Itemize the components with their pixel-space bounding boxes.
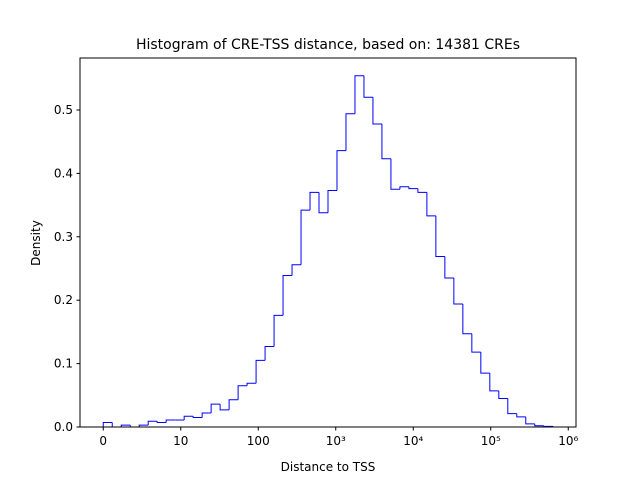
histogram-bin: [228, 399, 239, 410]
histogram-bin: [516, 413, 526, 418]
histogram-bin: [534, 423, 544, 427]
histogram-bin: [498, 390, 508, 399]
histogram-bin: [192, 416, 203, 418]
y-tick-label: 0.1: [54, 357, 73, 371]
x-axis-label: Distance to TSS: [281, 460, 376, 474]
y-tick-label: 0.3: [54, 230, 73, 244]
y-tick-label: 0.2: [54, 293, 73, 307]
histogram-bin: [453, 278, 463, 305]
histogram-bin: [237, 385, 248, 400]
y-tick-label: 0.4: [54, 166, 73, 180]
x-tick-label: 100: [247, 434, 270, 448]
histogram-bin: [417, 188, 427, 193]
histogram-bin: [372, 97, 382, 125]
histogram-bin: [327, 190, 337, 213]
histogram-bin: [282, 274, 293, 316]
histogram-bin: [525, 416, 535, 425]
histogram-bin: [399, 186, 409, 190]
histogram-bin: [255, 359, 266, 384]
histogram-bin: [354, 75, 364, 114]
histogram-bin: [147, 420, 158, 426]
histogram-bin: [138, 424, 149, 427]
histogram-bin: [156, 421, 167, 424]
y-axis-label: Density: [29, 220, 43, 266]
histogram-bin: [210, 403, 221, 414]
x-tick-label: 10⁵: [481, 434, 501, 448]
histogram-bin: [300, 209, 311, 265]
histogram-bin: [390, 158, 400, 190]
histogram-bin: [309, 191, 320, 211]
histogram-bin: [408, 186, 418, 190]
histogram-bin: [273, 314, 284, 347]
x-tick-label: 10³: [326, 434, 346, 448]
histogram-bin: [489, 373, 499, 392]
histogram-bin: [507, 398, 517, 415]
chart-title: Histogram of CRE-TSS distance, based on:…: [136, 37, 520, 53]
histogram-bin: [471, 333, 481, 353]
axes-frame: [79, 57, 577, 428]
x-tick-label: 10⁶: [558, 434, 578, 448]
histogram-bin: [381, 123, 391, 160]
x-tick-label: 10: [173, 434, 188, 448]
x-tick-label: 10⁴: [403, 434, 423, 448]
histogram-bin: [102, 422, 113, 427]
histogram-bin: [480, 352, 490, 374]
histogram-bin: [345, 113, 355, 151]
histogram-bin: [435, 215, 445, 257]
histogram-bin: [183, 415, 194, 421]
histogram-bin: [219, 404, 230, 411]
histogram-bin: [336, 150, 346, 191]
histogram-bin: [165, 419, 176, 423]
plot-area: [102, 75, 554, 428]
histogram-bin: [120, 424, 131, 427]
histogram-bin: [318, 192, 328, 214]
histogram-bin: [363, 75, 373, 98]
histogram-bin: [291, 264, 302, 276]
y-tick-label: 0.0: [54, 420, 73, 434]
histogram-bin: [462, 304, 472, 335]
x-tick-label: 0: [99, 434, 107, 448]
histogram-bin: [246, 382, 257, 386]
histogram-bin: [201, 412, 212, 418]
histogram-bin: [444, 256, 454, 279]
histogram-bin: [264, 345, 275, 361]
histogram-bin: [426, 192, 436, 217]
y-tick-label: 0.5: [54, 103, 73, 117]
